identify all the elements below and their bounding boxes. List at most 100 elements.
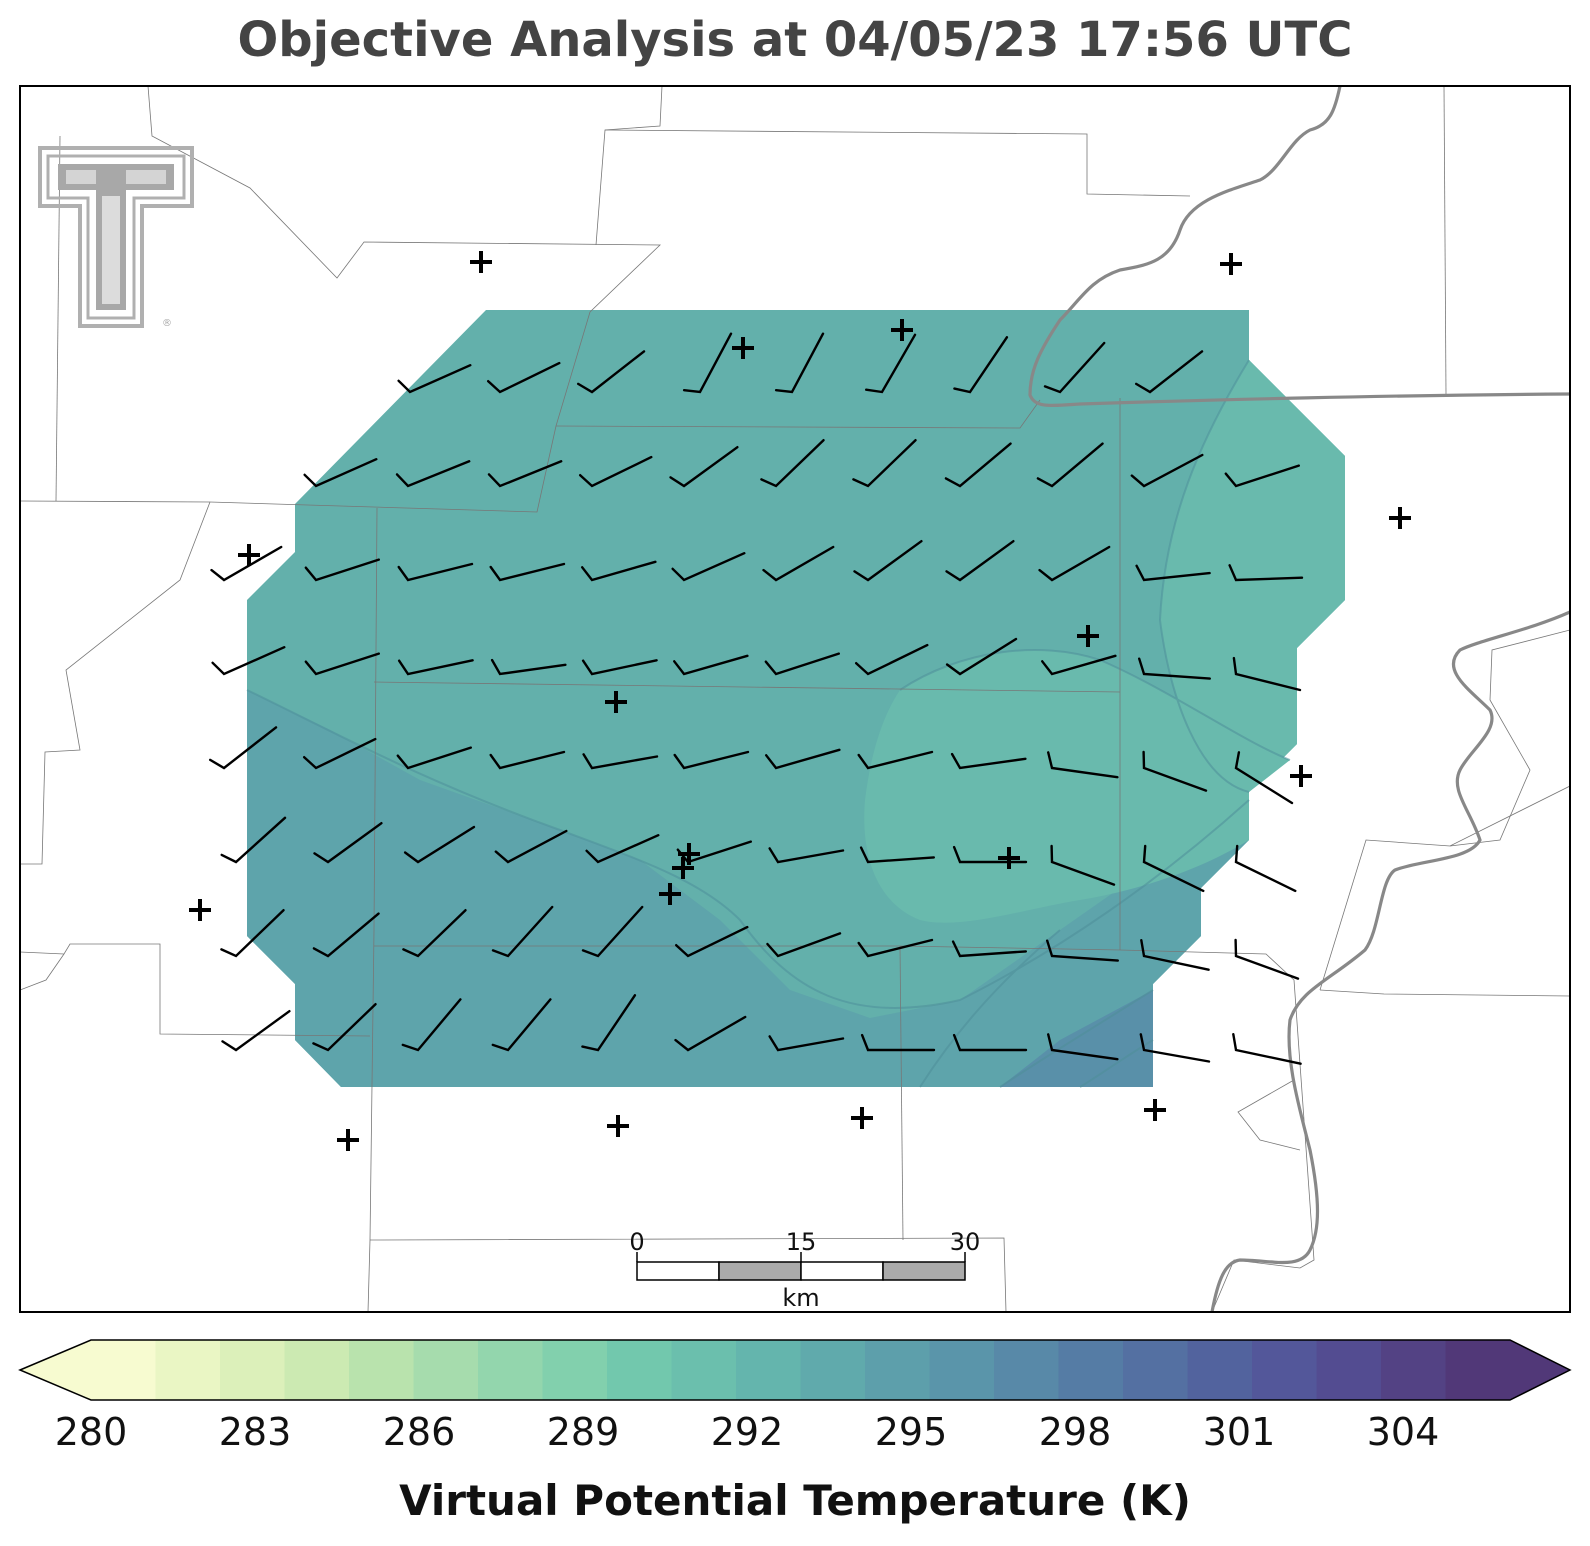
colorbar-tick-286: 286 [382, 1410, 456, 1454]
wind-barb [579, 455, 653, 488]
colorbar-bin [220, 1340, 286, 1400]
wind-barb [859, 846, 935, 864]
colorbar-tick-295: 295 [874, 1410, 948, 1454]
map-frame [19, 85, 1571, 1313]
wind-barb [491, 905, 554, 958]
colorbar-bin [413, 1340, 479, 1400]
wind-barb [490, 658, 567, 676]
wind-barb [581, 560, 657, 582]
wind-barb [682, 332, 733, 394]
wind-barb [675, 925, 749, 958]
wind-barb [401, 998, 462, 1052]
colorbar-bin [1252, 1340, 1318, 1400]
station-marker [998, 847, 1020, 869]
wind-barb [1043, 341, 1106, 394]
wind-barb [1228, 564, 1304, 582]
scale-unit: km [782, 1284, 819, 1312]
wind-barb [674, 1015, 747, 1052]
colorbar-tick-289: 289 [546, 1410, 620, 1454]
colorbar-tick-304: 304 [1366, 1410, 1440, 1454]
wind-barb [581, 659, 658, 676]
colorbar-bin [91, 1340, 157, 1400]
wind-barb [852, 439, 917, 488]
station-marker [189, 899, 211, 921]
wind-barb [1142, 750, 1208, 792]
station-marker [1389, 507, 1411, 529]
wind-barb [945, 540, 1015, 582]
station-marker [732, 337, 754, 359]
wind-barb [220, 816, 287, 864]
colorbar-tick-292: 292 [710, 1410, 784, 1454]
wind-barb [221, 1010, 291, 1052]
wind-barb [952, 1033, 1028, 1052]
wind-barb [768, 1035, 845, 1052]
wind-barb [304, 558, 380, 582]
wind-barb [944, 442, 1012, 488]
wind-barbs [209, 332, 1304, 1065]
wind-barb [1138, 657, 1211, 680]
cool-region-east [1160, 360, 1345, 792]
wind-barb [766, 932, 842, 958]
colorbar-bin [1316, 1340, 1382, 1400]
wind-barb [671, 552, 746, 582]
colorbar-bin [1381, 1340, 1447, 1400]
station-marker [659, 883, 681, 905]
station-marker [238, 544, 260, 566]
wind-barb [581, 994, 637, 1052]
station-marker [607, 1115, 629, 1137]
wind-barb [491, 998, 552, 1052]
wind-barb [585, 834, 660, 864]
colorbar-tick-280: 280 [54, 1410, 128, 1454]
wind-barb [765, 748, 841, 770]
colorbar-bin [800, 1340, 866, 1400]
wind-barb [312, 912, 380, 958]
station-marker [1144, 1099, 1166, 1121]
station-marker [851, 1107, 873, 1129]
station-marker [1220, 253, 1242, 275]
wind-barb [582, 753, 659, 770]
colorbar-bin [1445, 1340, 1511, 1400]
registered-mark: ® [162, 318, 172, 329]
wind-barb [489, 750, 566, 770]
colorbar-bin [929, 1340, 995, 1400]
colorbar [18, 1339, 1572, 1401]
station-marker [891, 319, 913, 341]
wind-barb [577, 350, 646, 394]
wind-barb [396, 746, 472, 770]
wind-barb [860, 1033, 936, 1052]
colorbar-bin [542, 1340, 608, 1400]
wind-barb [1047, 751, 1119, 779]
wind-barb [397, 659, 474, 676]
wind-barb [403, 825, 476, 864]
colorbar-bin [1058, 1340, 1124, 1400]
station-marker [1077, 625, 1099, 647]
colorbar-bin [736, 1340, 802, 1400]
wind-barb [951, 940, 1027, 958]
wind-barb [220, 909, 285, 958]
wind-barb [1232, 656, 1302, 692]
wind-barb [1046, 939, 1119, 962]
wind-barb [855, 643, 929, 676]
wind-barb [1234, 751, 1294, 805]
texas-tech-logo: ® [38, 146, 194, 329]
colorbar-extend-low [20, 1340, 91, 1400]
scale-label-0: 0 [629, 1228, 644, 1256]
wind-barb [1047, 1033, 1119, 1061]
colorbar-label: Virtual Potential Temperature (K) [399, 1476, 1191, 1525]
wind-barb [953, 336, 1009, 394]
colorbar-bin [671, 1340, 737, 1400]
wind-barb [209, 726, 278, 770]
wind-barb [402, 909, 467, 958]
station-markers [189, 251, 1411, 1151]
wind-barb [865, 333, 917, 394]
wind-barb [1041, 654, 1117, 676]
wind-barb [857, 750, 934, 770]
wind-barb [487, 361, 561, 394]
station-marker [337, 1129, 359, 1151]
wind-barb [1050, 844, 1116, 886]
colorbar-bin [1123, 1340, 1189, 1400]
colorbar-outline [18, 1339, 1572, 1401]
colorbar-bin [284, 1340, 350, 1400]
station-marker [672, 857, 694, 879]
